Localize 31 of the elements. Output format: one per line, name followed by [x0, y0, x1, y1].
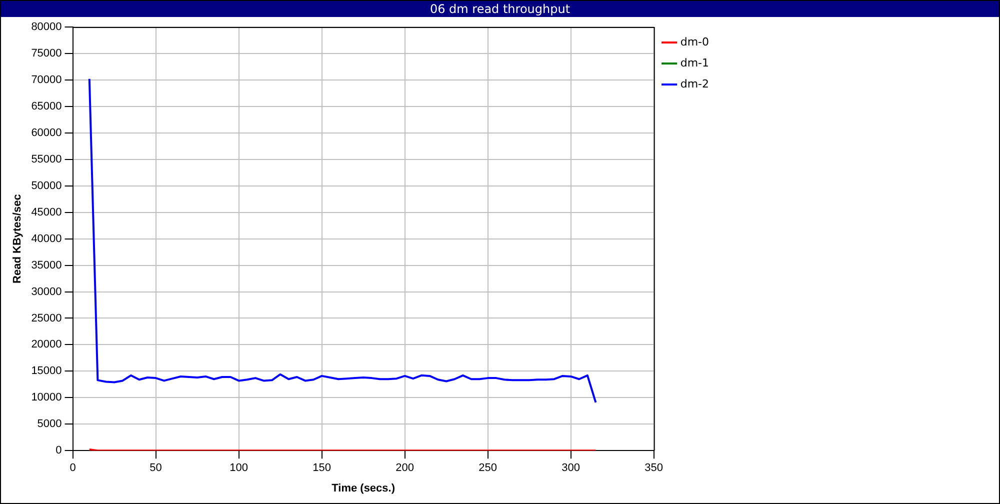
x-tick-label: 200	[396, 462, 414, 474]
legend-label: dm-2	[680, 77, 710, 90]
chart-title: 06 dm read throughput	[1, 1, 999, 17]
y-tick-label: 75000	[31, 48, 62, 60]
x-tick-label: 250	[478, 462, 497, 474]
y-tick-label: 80000	[31, 21, 62, 34]
y-tick-label: 65000	[31, 100, 62, 112]
y-tick-label: 50000	[31, 180, 62, 192]
y-tick-label: 40000	[31, 232, 62, 245]
y-tick-label: 60000	[31, 126, 62, 139]
y-tick-label: 15000	[31, 365, 62, 378]
y-tick-label: 35000	[31, 259, 62, 272]
y-tick-label: 55000	[31, 153, 62, 166]
y-tick-label: 30000	[31, 286, 62, 298]
x-tick-label: 100	[230, 462, 248, 474]
y-tick-label: 25000	[31, 312, 62, 324]
y-tick-label: 20000	[31, 338, 62, 351]
x-tick-label: 0	[70, 462, 76, 474]
x-axis-title: Time (secs.)	[332, 482, 396, 494]
legend-label: dm-1	[680, 56, 710, 70]
x-tick-label: 150	[312, 462, 331, 474]
x-tick-label: 50	[150, 462, 162, 474]
x-tick-label: 300	[562, 462, 580, 474]
y-tick-label: 45000	[31, 206, 62, 218]
x-tick-label: 350	[644, 462, 664, 474]
y-tick-label: 5000	[37, 418, 62, 430]
y-tick-label: 70000	[31, 74, 62, 86]
y-tick-label: 10000	[31, 392, 62, 404]
legend-label: dm-0	[680, 35, 710, 48]
y-axis-title: Read KBytes/sec	[12, 194, 24, 284]
y-tick-label: 0	[56, 444, 62, 457]
